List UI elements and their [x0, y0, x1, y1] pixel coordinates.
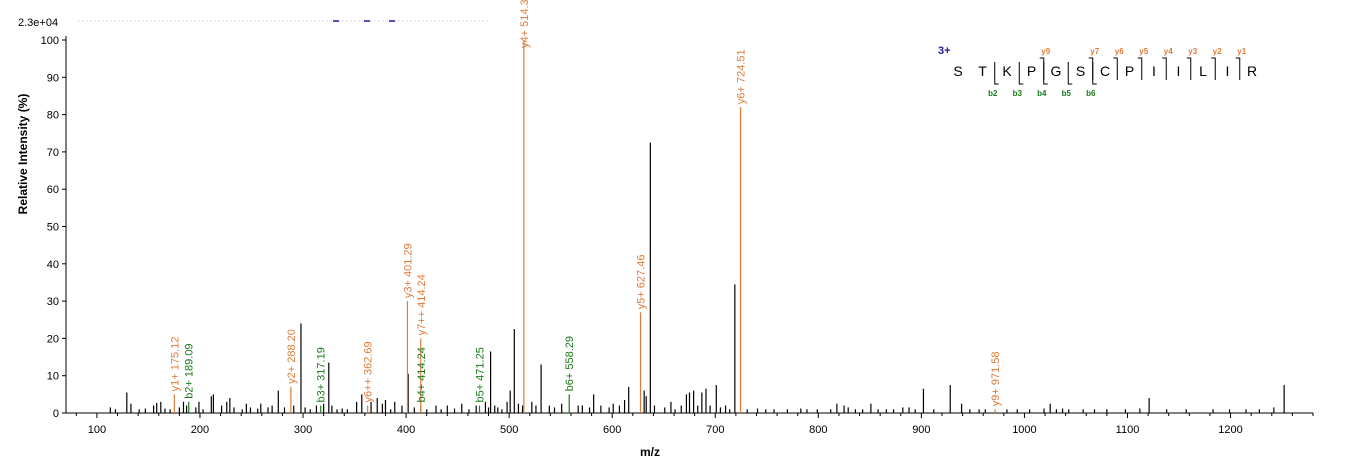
- y-tick-label: 100: [41, 35, 59, 47]
- x-tick-label: 700: [706, 424, 724, 436]
- sequence-residue: T: [978, 63, 987, 79]
- sequence-residue: I: [1152, 63, 1156, 79]
- y-axis-title: Relative Intensity (%): [16, 94, 30, 215]
- peak-labels: y1+ 175.12 b2+ 189.09 y2+ 288.20 b3+ 317.19…: [169, 0, 1002, 406]
- peaks: [109, 40, 1285, 413]
- sequence-residue: I: [1177, 63, 1181, 79]
- sequence-residue: P: [1125, 63, 1134, 79]
- x-tick-label: 600: [603, 424, 621, 436]
- sequence-residue: G: [1051, 63, 1062, 79]
- y-tick-label: 70: [47, 147, 59, 159]
- y-ion-label: y5+ 627.46: [636, 255, 648, 310]
- x-tick-label: 300: [294, 424, 312, 436]
- b-ion-marker: b6: [1086, 89, 1096, 98]
- b-ion-marker: b5: [1062, 89, 1072, 98]
- y-ion-marker: y5: [1139, 47, 1148, 56]
- y-ion-marker: y2: [1213, 47, 1222, 56]
- sequence-residue: I: [1226, 63, 1230, 79]
- b-ion-label: b4+ 414.24: [416, 347, 428, 402]
- y-tick-label: 20: [47, 333, 59, 345]
- y-tick-label: 50: [47, 222, 59, 234]
- b-ion-label: b5+ 471.25: [475, 347, 487, 402]
- b-ion-marker: b2: [988, 89, 998, 98]
- y-ion-label: y6++ 362.69: [363, 341, 375, 402]
- max-intensity-label: 2.3e+04: [18, 17, 58, 29]
- b-ion-bracket: [1092, 62, 1097, 85]
- y-ion-bracket: [1235, 57, 1241, 80]
- b-ion-label: b6+ 558.29: [564, 336, 576, 391]
- x-tick-label: 1000: [1012, 424, 1036, 436]
- x-tick-label: 400: [397, 424, 415, 436]
- y-ion-marker: y9: [1041, 47, 1050, 56]
- y-ion-marker: y6: [1115, 47, 1124, 56]
- x-tick-label: 900: [912, 424, 930, 436]
- y-ion-label: y2+ 288.20: [286, 329, 298, 384]
- x-tick-label: 1200: [1218, 424, 1242, 436]
- y-ion-label: y6+ 724.51: [736, 49, 748, 104]
- y-tick-label: 80: [47, 110, 59, 122]
- y-ion-label: y9+ 971.58: [990, 352, 1002, 407]
- y-tick-label: 0: [53, 408, 59, 420]
- b-ion-bracket: [994, 62, 999, 85]
- y-tick-label: 40: [47, 259, 59, 271]
- b-ion-marker: b3: [1013, 89, 1023, 98]
- b-ion-label: b3+ 317.19: [316, 347, 328, 402]
- x-tick-label: 200: [191, 424, 209, 436]
- y-ion-label: y4+ 514.3: [519, 0, 531, 48]
- y-ion-marker: y7: [1090, 47, 1099, 56]
- b-ion-label: b2+ 189.09: [184, 343, 196, 398]
- y-ion-bracket: [1186, 57, 1192, 80]
- y-ion-marker: y3: [1188, 47, 1197, 56]
- y-tick-label: 90: [47, 72, 59, 84]
- y-ion-marker: y1: [1237, 47, 1246, 56]
- y-ion-bracket: [1162, 57, 1167, 80]
- y-ion-bracket: [1039, 57, 1045, 80]
- y-ion-label: y1+ 175.12: [169, 337, 181, 392]
- x-tick-label: 500: [500, 424, 518, 436]
- x-axis: 100 200 300 400 500 600 700 800 900 1000 1100 1200: [66, 412, 1314, 436]
- x-tick-label: 100: [88, 424, 106, 436]
- sequence-residue: S: [953, 63, 962, 79]
- sequence-residue: S: [1076, 63, 1085, 79]
- y-tick-label: 30: [47, 296, 59, 308]
- y-axis: 0 10 20 30 40 50 60 70 80 90 100: [41, 35, 67, 420]
- y-ion-marker: y4: [1164, 47, 1173, 56]
- x-tick-label: 1100: [1116, 424, 1140, 436]
- x-axis-title: m/z: [640, 445, 660, 459]
- charge-state: 3+: [938, 45, 951, 57]
- y-ion-bracket: [1211, 57, 1216, 80]
- y-ion-bracket: [1113, 57, 1118, 80]
- y-ion-bracket: [1137, 57, 1143, 80]
- sequence-residue: C: [1100, 63, 1110, 79]
- sequence-residue: R: [1247, 63, 1257, 79]
- y-ion-bracket: [1088, 57, 1094, 80]
- b-ion-marker: b4: [1037, 89, 1047, 98]
- y-ion-label: y7++ 414.24: [416, 274, 428, 335]
- x-tick-label: 800: [809, 424, 827, 436]
- sequence-residue: K: [1002, 63, 1012, 79]
- b-ion-bracket: [1018, 62, 1024, 85]
- b-ion-bracket: [1067, 62, 1073, 85]
- y-tick-label: 10: [47, 371, 59, 383]
- y-ion-label: y3+ 401.29: [402, 243, 414, 298]
- sequence-residue: P: [1027, 63, 1036, 79]
- y-tick-label: 60: [47, 184, 59, 196]
- sequence-residue: L: [1199, 63, 1207, 79]
- b-ion-bracket: [1043, 62, 1048, 85]
